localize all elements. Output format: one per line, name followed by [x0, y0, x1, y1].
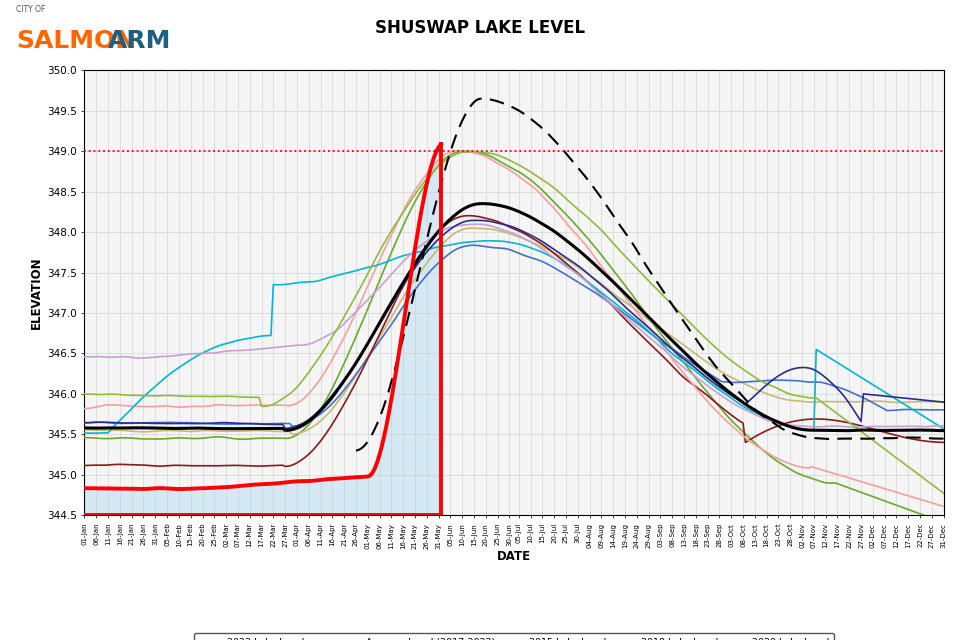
Text: SALMON: SALMON: [16, 29, 136, 52]
Text: SHUSWAP LAKE LEVEL: SHUSWAP LAKE LEVEL: [375, 19, 585, 37]
Legend: 2023 Lake Level, 1972 Lake Level, Critical Lake Elevation, Average Level (2017-2: 2023 Lake Level, 1972 Lake Level, Critic…: [195, 634, 833, 640]
Y-axis label: ELEVATION: ELEVATION: [30, 257, 43, 329]
Text: CITY OF: CITY OF: [16, 5, 46, 14]
X-axis label: DATE: DATE: [497, 550, 531, 563]
Text: ARM: ARM: [108, 29, 171, 52]
